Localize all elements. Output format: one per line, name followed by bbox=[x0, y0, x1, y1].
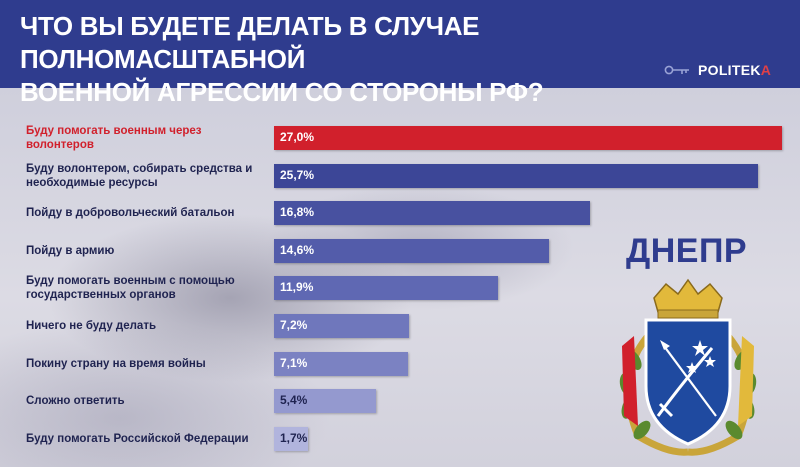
brand-logo: POLITEKA bbox=[664, 62, 771, 78]
bar: 11,9% bbox=[274, 276, 498, 301]
city-emblem-block: ДНЕПР bbox=[608, 228, 768, 458]
city-name: ДНЕПР bbox=[626, 232, 748, 270]
bar-value-label: 16,8% bbox=[280, 205, 315, 220]
bar-value-label: 14,6% bbox=[280, 242, 315, 257]
bar-value-label: 5,4% bbox=[280, 393, 308, 408]
bar-value-label: 7,2% bbox=[280, 318, 308, 332]
bar: 27,0% bbox=[274, 126, 782, 150]
bar: 1,7% bbox=[274, 426, 308, 451]
category-label: Буду помогать военным с помощью государс… bbox=[26, 275, 235, 302]
category-label: Буду помогать военным через волонтеров bbox=[26, 125, 202, 151]
category-label: Пойду в армию bbox=[26, 244, 115, 257]
title-line-1: ЧТО ВЫ БУДЕТЕ ДЕЛАТЬ В СЛУЧАЕ ПОЛНОМАСШТ… bbox=[20, 11, 480, 74]
bar-value-label: 25,7% bbox=[280, 167, 315, 182]
bar: 14,6% bbox=[274, 238, 549, 263]
category-label: Покину страну на время войны bbox=[26, 357, 206, 370]
page-title: ЧТО ВЫ БУДЕТЕ ДЕЛАТЬ В СЛУЧАЕ ПОЛНОМАСШТ… bbox=[20, 10, 700, 109]
bar-value-label: 11,9% bbox=[280, 280, 314, 295]
key-icon bbox=[664, 65, 689, 75]
category-label: Сложно ответить bbox=[26, 395, 125, 408]
category-label: Буду волонтером, собирать средства и нео… bbox=[26, 162, 253, 189]
bar: 25,7% bbox=[274, 163, 758, 188]
header-banner: ЧТО ВЫ БУДЕТЕ ДЕЛАТЬ В СЛУЧАЕ ПОЛНОМАСШТ… bbox=[0, 0, 800, 107]
bar: 7,1% bbox=[274, 351, 408, 376]
bar: 16,8% bbox=[274, 201, 591, 226]
category-label: Пойду в добровольческий батальон bbox=[26, 207, 235, 220]
coat-of-arms-icon bbox=[619, 278, 757, 456]
brand-name: POLITEKA bbox=[698, 62, 772, 78]
bar-value-label: 27,0% bbox=[280, 130, 315, 144]
bar-value-label: 1,7% bbox=[280, 430, 308, 445]
bar-value-label: 7,1% bbox=[280, 355, 308, 370]
category-label: Ничего не буду делать bbox=[26, 320, 157, 332]
bar: 7,2% bbox=[274, 314, 410, 338]
category-label: Буду помогать Российской Федерации bbox=[26, 432, 249, 445]
title-line-2: ВОЕННОЙ АГРЕССИИ СО СТОРОНЫ РФ? bbox=[20, 77, 544, 107]
bar: 5,4% bbox=[274, 389, 376, 414]
